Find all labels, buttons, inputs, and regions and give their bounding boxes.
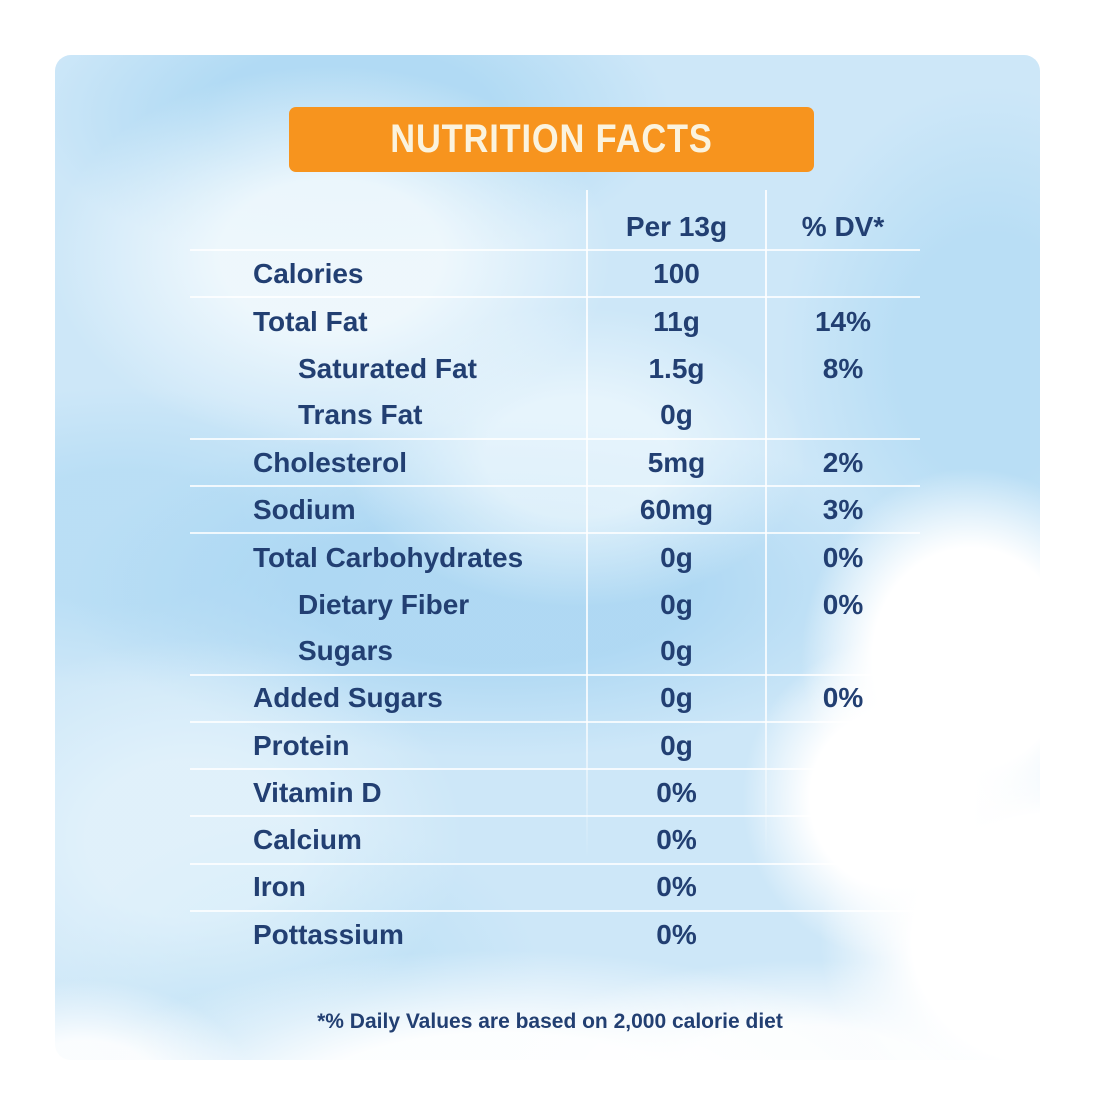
dv-value: 2% (822, 446, 864, 478)
table-row: Total Fat 11g 14% (190, 298, 920, 345)
amount-value: 0g (660, 729, 693, 761)
page-title: NUTRITION FACTS (390, 117, 713, 161)
dv-value: 0% (822, 589, 864, 621)
nutrient-label: Sugars (298, 635, 393, 667)
nutrient-label: Protein (253, 729, 350, 761)
dv-value: 8% (822, 353, 864, 385)
amount-value: 1.5g (648, 353, 705, 385)
nutrient-label: Vitamin D (253, 776, 382, 808)
table-row: Vitamin D 0% (190, 770, 920, 818)
nutrient-label: Total Carbohydrates (253, 541, 524, 573)
table-row: Protein 0g (190, 723, 920, 771)
amount-value: 100 (653, 257, 700, 289)
amount-value: 0g (660, 589, 693, 621)
table-row: Calcium 0% (190, 817, 920, 865)
column-divider-line (765, 190, 767, 858)
nutrient-label: Trans Fat (298, 399, 423, 431)
table-row: Calories 100 (190, 251, 920, 299)
nutrient-label: Added Sugars (253, 682, 443, 714)
footnote: *% Daily Values are based on 2,000 calor… (317, 1010, 783, 1033)
nutrient-label: Cholesterol (253, 446, 408, 478)
dv-value: 3% (822, 493, 864, 525)
amount-value: 5mg (647, 446, 706, 478)
amount-value: 0% (656, 776, 697, 808)
table-row: Trans Fat 0g (190, 393, 920, 440)
column-divider-line (586, 190, 588, 858)
amount-value: 0g (660, 682, 693, 714)
watercolor-background (55, 55, 1040, 1060)
table-header-row: Per 13g % DV* (190, 204, 920, 252)
table-row: Sodium 60mg 3% (190, 487, 920, 535)
title-banner: NUTRITION FACTS (289, 107, 814, 172)
nutrient-label: Iron (253, 871, 306, 903)
table-row: Cholesterol 5mg 2% (190, 440, 920, 488)
table-row: Saturated Fat 1.5g 8% (190, 346, 920, 393)
nutrient-label: Dietary Fiber (298, 589, 470, 621)
amount-value: 0g (660, 541, 693, 573)
table-row: Total Carbohydrates 0g 0% (190, 534, 920, 581)
nutrient-label: Saturated Fat (298, 353, 477, 385)
dv-value: 0% (822, 541, 864, 573)
nutrition-table: Per 13g % DV* Calories 100 Total Fat 11g 14%… (190, 190, 920, 959)
dv-column-header: % DV* (801, 210, 885, 242)
nutrient-label: Pottassium (253, 919, 404, 951)
amount-value: 0% (656, 919, 697, 951)
dv-value: 0% (822, 682, 864, 714)
amount-column-header: Per 13g (625, 210, 728, 242)
table-row: Added Sugars 0g 0% (190, 676, 920, 724)
nutrient-label: Calcium (253, 824, 362, 856)
nutrient-label: Calories (253, 257, 364, 289)
nutrient-label: Total Fat (253, 305, 368, 337)
amount-value: 60mg (639, 493, 714, 525)
dv-value: 14% (814, 305, 872, 337)
table-row: Dietary Fiber 0g 0% (190, 582, 920, 629)
table-body: Calories 100 Total Fat 11g 14% Saturated Fat 1… (190, 251, 920, 959)
amount-value: 0% (656, 824, 697, 856)
table-row: Iron 0% (190, 865, 920, 912)
amount-value: 0% (656, 871, 697, 903)
nutrient-label: Sodium (253, 493, 356, 525)
table-row: Pottassium 0% (190, 912, 920, 959)
amount-value: 0g (660, 399, 693, 431)
amount-value: 11g (653, 305, 700, 337)
table-row: Sugars 0g (190, 629, 920, 676)
amount-value: 0g (660, 635, 693, 667)
